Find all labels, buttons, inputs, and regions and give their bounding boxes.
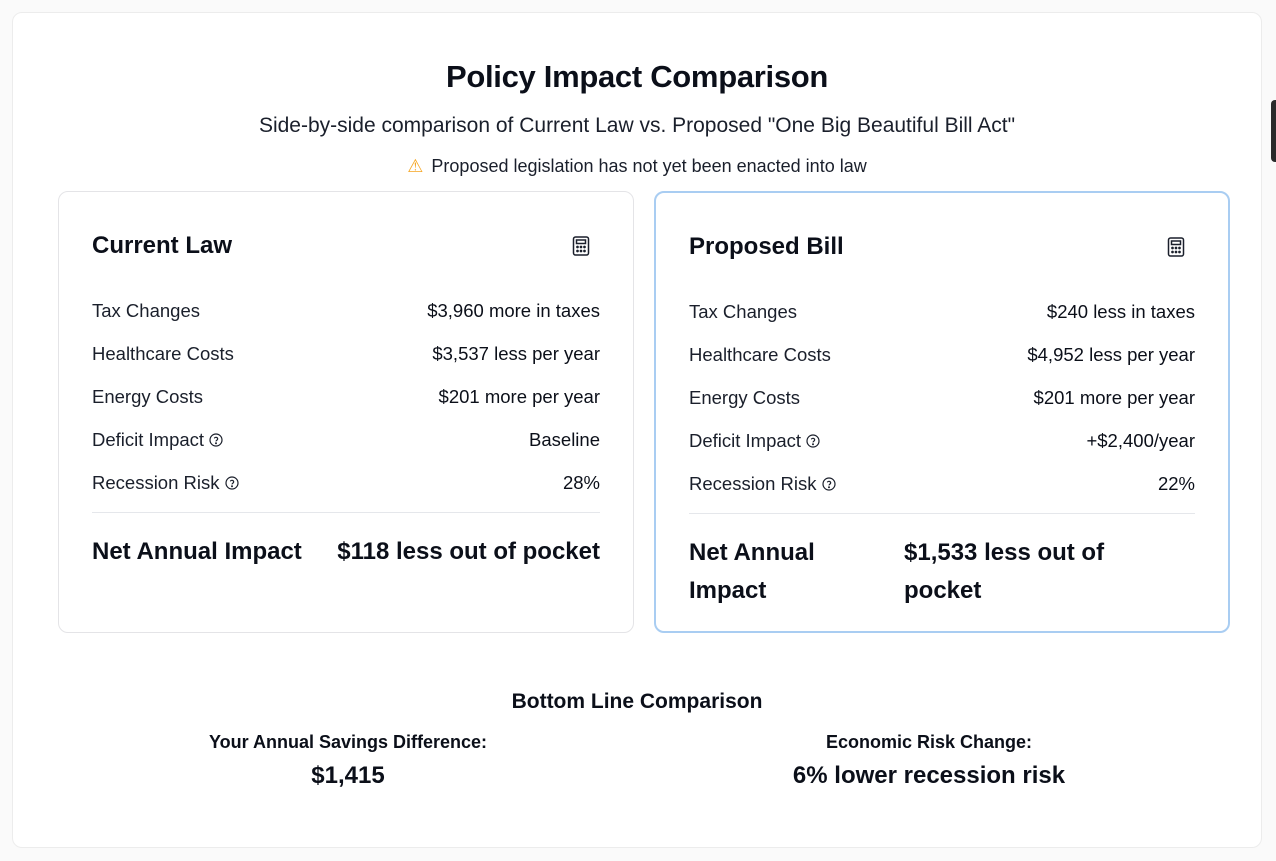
risk-label: Economic Risk Change: (825, 732, 1033, 752)
row-value: $240 less in taxes (1046, 301, 1195, 322)
proposed-bill-card: Proposed Bill Tax Changes $240 less in t… (654, 191, 1230, 633)
row-label: Recession Risk (689, 473, 817, 494)
savings-label: Your Annual Savings Difference: (208, 732, 488, 752)
warning-icon: ⚠ (407, 156, 424, 176)
savings-difference: Your Annual Savings Difference: $1,415 (98, 732, 598, 790)
recession-risk-row: Recession Risk 28% (92, 472, 600, 515)
calculator-icon (572, 236, 590, 256)
page-title: Policy Impact Comparison (445, 59, 829, 94)
risk-change: Economic Risk Change: 6% lower recession… (679, 732, 1179, 790)
row-value: +$2,400/year (1086, 430, 1195, 451)
row-value: $4,952 less per year (1027, 344, 1195, 365)
net-impact-value: $1,533 less out of pocket (904, 539, 1105, 604)
calculator-icon (1167, 237, 1185, 257)
savings-value: $1,415 (311, 762, 385, 789)
divider (689, 513, 1195, 514)
row-label: Healthcare Costs (92, 343, 234, 364)
row-label: Healthcare Costs (689, 344, 831, 365)
net-impact-label: Net Annual Impact (92, 538, 302, 565)
tax-changes-row: Tax Changes $240 less in taxes (689, 301, 1195, 344)
row-label: Recession Risk (92, 472, 220, 493)
row-value: 22% (1157, 473, 1195, 494)
row-label: Energy Costs (689, 387, 801, 408)
net-impact-label: Net Annual Impact (689, 539, 815, 604)
bottom-line-title: Bottom Line Comparison (511, 690, 763, 713)
row-label: Energy Costs (92, 386, 204, 407)
row-label-wrap: Recession Risk (689, 473, 836, 495)
current-law-card: Current Law Tax Changes $3,960 more in t… (58, 191, 634, 633)
tax-changes-row: Tax Changes $3,960 more in taxes (92, 300, 600, 343)
enactment-warning: ⚠ Proposed legislation has not yet been e… (13, 156, 1261, 177)
warning-text: Proposed legislation has not yet been en… (431, 156, 867, 176)
recession-risk-row: Recession Risk 22% (689, 473, 1195, 516)
help-icon[interactable] (821, 477, 836, 491)
row-value: $201 more per year (438, 386, 600, 407)
energy-costs-row: Energy Costs $201 more per year (92, 386, 600, 429)
risk-value: 6% lower recession risk (792, 762, 1066, 789)
help-icon[interactable] (209, 433, 223, 447)
row-value: $201 more per year (1033, 387, 1195, 408)
side-drawer-handle[interactable] (1271, 100, 1276, 162)
row-label-wrap: Deficit Impact (689, 430, 820, 452)
row-label-wrap: Recession Risk (92, 472, 239, 494)
row-label: Tax Changes (689, 301, 797, 322)
row-value: Baseline (529, 429, 600, 450)
energy-costs-row: Energy Costs $201 more per year (689, 387, 1195, 430)
row-label-wrap: Deficit Impact (92, 429, 223, 451)
row-value: $3,960 more in taxes (427, 300, 600, 321)
row-label: Deficit Impact (92, 429, 205, 450)
row-value: $3,537 less per year (432, 343, 600, 364)
net-impact-value: $118 less out of pocket (337, 538, 600, 565)
row-label: Tax Changes (92, 300, 200, 321)
deficit-impact-row: Deficit Impact Baseline (92, 429, 600, 472)
row-label: Deficit Impact (689, 430, 802, 451)
help-icon[interactable] (806, 434, 820, 448)
row-value: 28% (562, 472, 600, 493)
current-law-title: Current Law (92, 232, 233, 259)
help-icon[interactable] (224, 476, 239, 490)
page-subtitle: Side-by-side comparison of Current Law v… (258, 114, 1016, 137)
policy-comparison-panel: Policy Impact Comparison Side-by-side co… (12, 12, 1262, 848)
proposed-bill-title: Proposed Bill (689, 233, 844, 260)
healthcare-costs-row: Healthcare Costs $3,537 less per year (92, 343, 600, 386)
healthcare-costs-row: Healthcare Costs $4,952 less per year (689, 344, 1195, 387)
deficit-impact-row: Deficit Impact +$2,400/year (689, 430, 1195, 473)
divider (92, 512, 600, 513)
